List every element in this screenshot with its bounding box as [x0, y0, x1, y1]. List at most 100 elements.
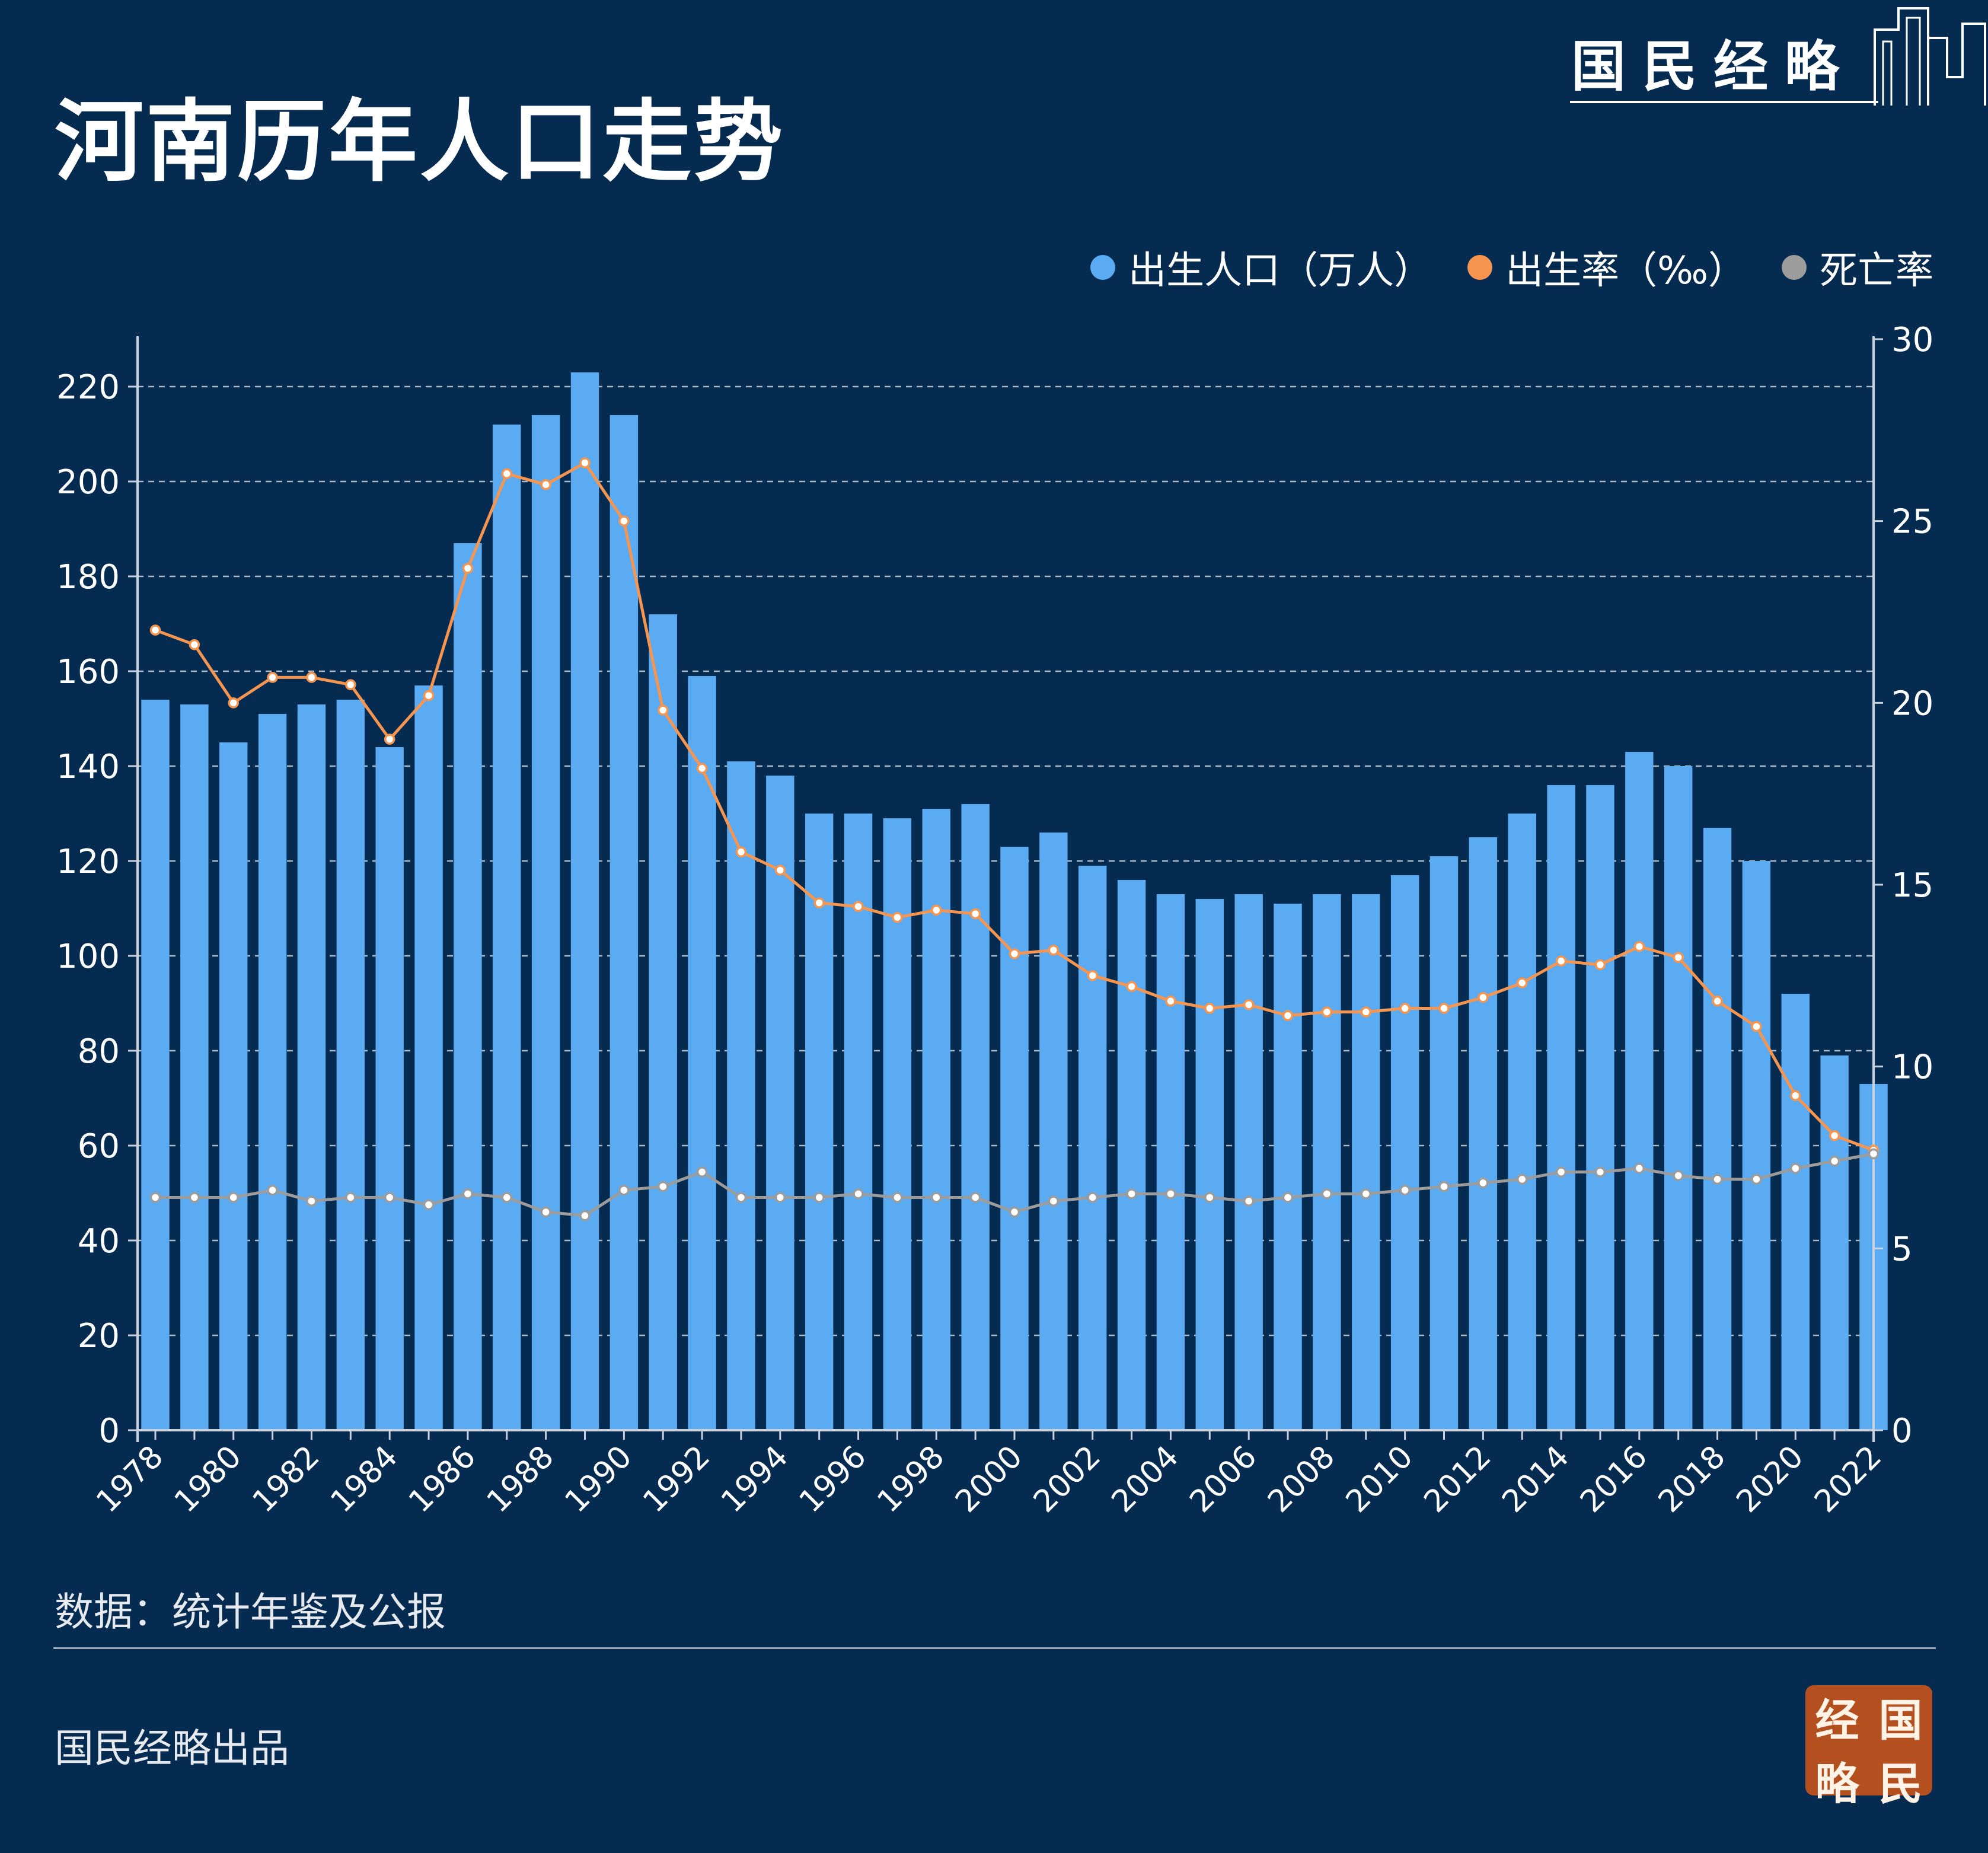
bar-births: [1664, 766, 1693, 1430]
bar-births: [1703, 828, 1732, 1430]
bar-births: [844, 814, 873, 1430]
bar-births: [1274, 904, 1302, 1430]
left-axis-tick-label: 180: [56, 558, 120, 597]
point-birth-rate: [1126, 981, 1137, 992]
bar-births: [141, 700, 170, 1430]
bar-births: [1820, 1055, 1849, 1430]
x-axis-tick-label: 2018: [1652, 1439, 1732, 1520]
point-death-rate: [1790, 1163, 1801, 1174]
point-death-rate: [618, 1184, 630, 1196]
bar-births: [493, 425, 521, 1430]
point-birth-rate: [1790, 1090, 1801, 1101]
left-axis-tick-label: 220: [56, 368, 120, 407]
bar-births: [180, 704, 209, 1430]
left-axis-tick-label: 140: [56, 748, 120, 786]
point-death-rate: [1438, 1181, 1450, 1192]
point-birth-rate: [892, 911, 903, 923]
bar-births: [649, 614, 677, 1430]
point-birth-rate: [1243, 999, 1255, 1010]
right-axis-tick-label: 25: [1891, 503, 1933, 541]
point-death-rate: [931, 1192, 942, 1203]
point-death-rate: [1868, 1148, 1879, 1160]
bar-births: [531, 415, 560, 1430]
point-death-rate: [696, 1166, 708, 1178]
bar-births: [1000, 847, 1029, 1430]
x-axis-tick-label: 2004: [1105, 1439, 1186, 1520]
point-birth-rate: [813, 897, 825, 908]
left-axis-tick-label: 0: [98, 1412, 120, 1450]
point-birth-rate: [1594, 959, 1606, 971]
bar-births: [1469, 837, 1498, 1430]
left-axis-tick-label: 40: [78, 1222, 120, 1261]
point-death-rate: [1478, 1177, 1489, 1189]
bar-births: [258, 714, 287, 1430]
point-birth-rate: [1673, 952, 1684, 963]
point-death-rate: [540, 1206, 551, 1218]
bar-births: [1625, 752, 1654, 1430]
point-death-rate: [1243, 1195, 1255, 1207]
x-axis-tick-label: 2016: [1574, 1439, 1654, 1520]
x-axis-tick-label: 1996: [793, 1439, 873, 1520]
x-axis-tick-label: 1988: [480, 1439, 561, 1520]
point-death-rate: [189, 1192, 200, 1203]
point-birth-rate: [853, 901, 864, 913]
right-axis-tick-label: 10: [1891, 1048, 1933, 1087]
point-death-rate: [501, 1192, 513, 1203]
point-birth-rate: [384, 733, 395, 745]
bar-births: [688, 676, 716, 1430]
page-title: 河南历年人口走势: [55, 91, 786, 194]
x-axis-tick-label: 1978: [90, 1439, 170, 1520]
point-death-rate: [345, 1192, 356, 1203]
point-death-rate: [892, 1192, 903, 1203]
point-birth-rate: [1829, 1130, 1840, 1141]
point-birth-rate: [423, 690, 435, 701]
point-birth-rate: [618, 515, 630, 527]
bar-births: [766, 776, 794, 1430]
point-birth-rate: [149, 624, 161, 636]
bar-births: [1234, 894, 1263, 1430]
point-death-rate: [1751, 1173, 1762, 1185]
point-birth-rate: [1087, 970, 1098, 981]
point-death-rate: [1399, 1184, 1411, 1196]
x-axis-tick-label: 1990: [559, 1439, 639, 1520]
point-birth-rate: [1438, 1003, 1450, 1014]
point-birth-rate: [1712, 996, 1723, 1007]
bar-births: [375, 747, 404, 1430]
point-death-rate: [1712, 1173, 1723, 1185]
point-death-rate: [462, 1188, 474, 1200]
point-birth-rate: [345, 679, 356, 690]
bar-births: [1156, 894, 1185, 1430]
x-axis-tick-label: 1986: [402, 1439, 483, 1520]
legend-dot-death-rate: [1782, 255, 1807, 280]
bar-births: [1390, 875, 1419, 1430]
point-death-rate: [1360, 1188, 1372, 1200]
population-chart: 0204060801001201401601802002200510152025…: [56, 321, 1933, 1520]
point-birth-rate: [1204, 1003, 1215, 1014]
bar-births: [219, 742, 248, 1430]
x-axis-tick-label: 1992: [636, 1439, 717, 1520]
bar-births: [1742, 861, 1771, 1430]
point-birth-rate: [462, 563, 474, 574]
data-source-note: 数据：统计年鉴及公报: [55, 1589, 446, 1635]
x-axis-tick-label: 2010: [1339, 1439, 1420, 1520]
point-death-rate: [1555, 1166, 1567, 1178]
bar-births: [805, 814, 834, 1430]
x-axis-tick-label: 2014: [1495, 1439, 1576, 1520]
x-axis-tick-label: 2000: [949, 1439, 1029, 1520]
point-birth-rate: [267, 672, 278, 683]
bar-births: [570, 372, 599, 1430]
bar-births: [1195, 899, 1224, 1430]
point-death-rate: [853, 1188, 864, 1200]
legend-label-birth-rate: 出生率（‰）: [1505, 249, 1746, 293]
point-death-rate: [813, 1192, 825, 1203]
point-death-rate: [306, 1195, 317, 1207]
right-axis-tick-label: 0: [1891, 1412, 1913, 1450]
point-birth-rate: [969, 908, 981, 920]
x-axis-tick-label: 1980: [168, 1439, 248, 1520]
x-axis-tick-label: 2002: [1027, 1439, 1108, 1520]
bar-births: [1547, 785, 1575, 1430]
bar-births: [1781, 994, 1810, 1430]
right-axis-tick-label: 5: [1891, 1230, 1913, 1268]
legend-item-death-rate: 死亡率: [1782, 240, 1933, 295]
point-birth-rate: [774, 865, 786, 876]
